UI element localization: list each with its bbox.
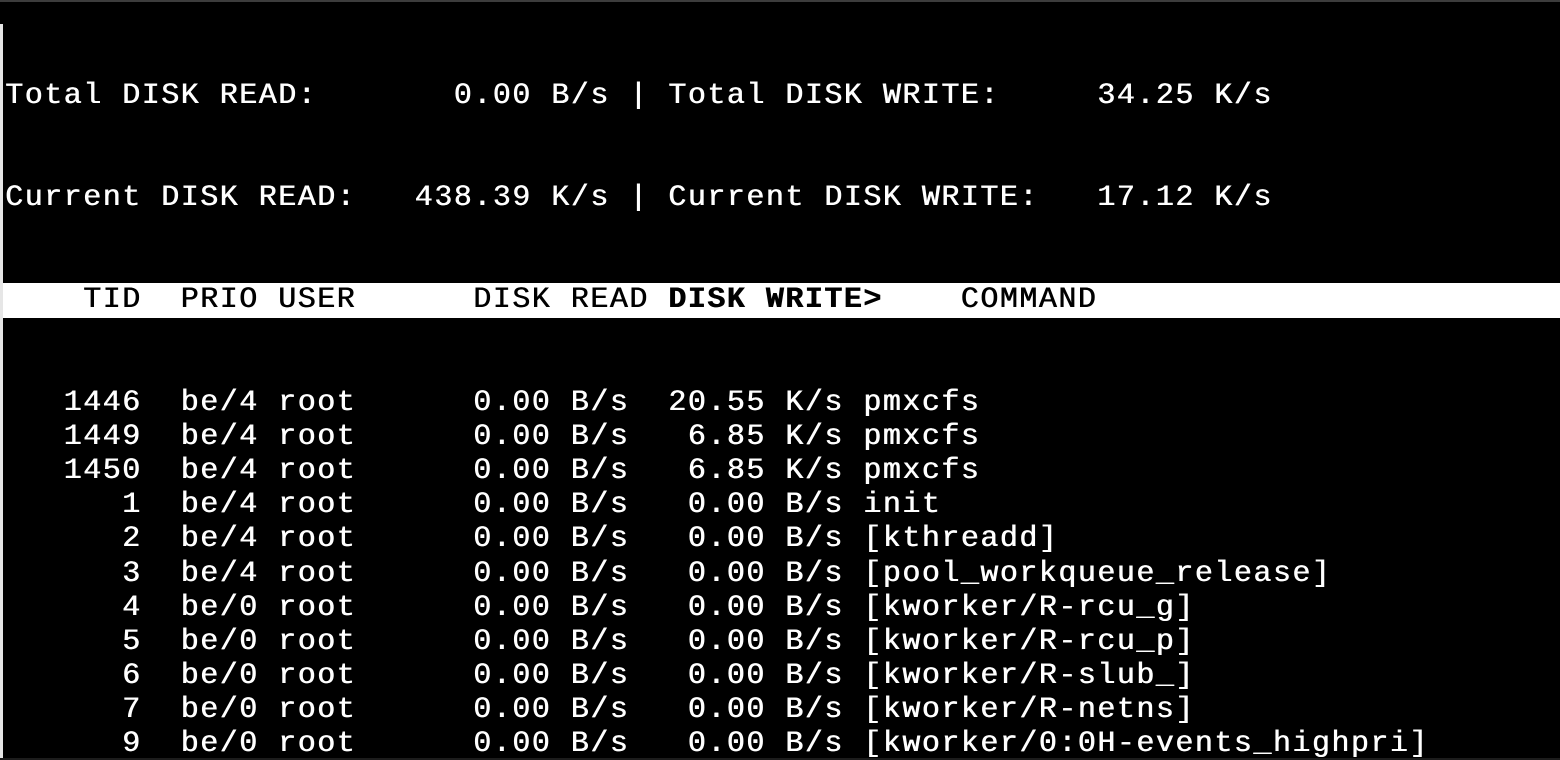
window-border-top [0,0,1560,2]
window-border-bottom [0,758,1560,760]
process-row: 1446 be/4 root 0.00 B/s 20.55 K/s pmxcfs [5,385,981,420]
terminal-lines: Total DISK READ: 0.00 B/s | Total DISK W… [0,11,1560,760]
process-row: 5 be/0 root 0.00 B/s 0.00 B/s [kworker/R… [5,624,1195,659]
text-segment: TID PRIO USER DISK READ [5,283,669,318]
window-border-left [0,24,3,760]
summary-line-total: Total DISK READ: 0.00 B/s | Total DISK W… [5,79,1273,113]
process-row: 1 be/4 root 0.00 B/s 0.00 B/s init [5,488,942,523]
process-row: 1449 be/4 root 0.00 B/s 6.85 K/s pmxcfs [5,419,981,454]
process-row: 6 be/0 root 0.00 B/s 0.00 B/s [kworker/R… [5,659,1195,694]
process-row: 9 be/0 root 0.00 B/s 0.00 B/s [kworker/0… [5,727,1429,760]
process-row: 4 be/0 root 0.00 B/s 0.00 B/s [kworker/R… [5,590,1195,625]
process-row: 1450 be/4 root 0.00 B/s 6.85 K/s pmxcfs [5,453,981,488]
text-segment: COMMAND [882,283,1098,318]
process-row: 2 be/4 root 0.00 B/s 0.00 B/s [kthreadd] [5,522,1059,557]
table-header-row: TID PRIO USER DISK READ DISK WRITE> COMM… [0,283,1560,318]
process-table: 1446 be/4 root 0.00 B/s 20.55 K/s pmxcfs… [0,386,1560,760]
sort-column-header: DISK WRITE> [668,283,883,318]
process-row: 7 be/0 root 0.00 B/s 0.00 B/s [kworker/R… [5,693,1195,728]
process-row: 3 be/4 root 0.00 B/s 0.00 B/s [pool_work… [5,556,1332,591]
summary-line-current: Current DISK READ: 438.39 K/s | Current … [5,181,1273,216]
